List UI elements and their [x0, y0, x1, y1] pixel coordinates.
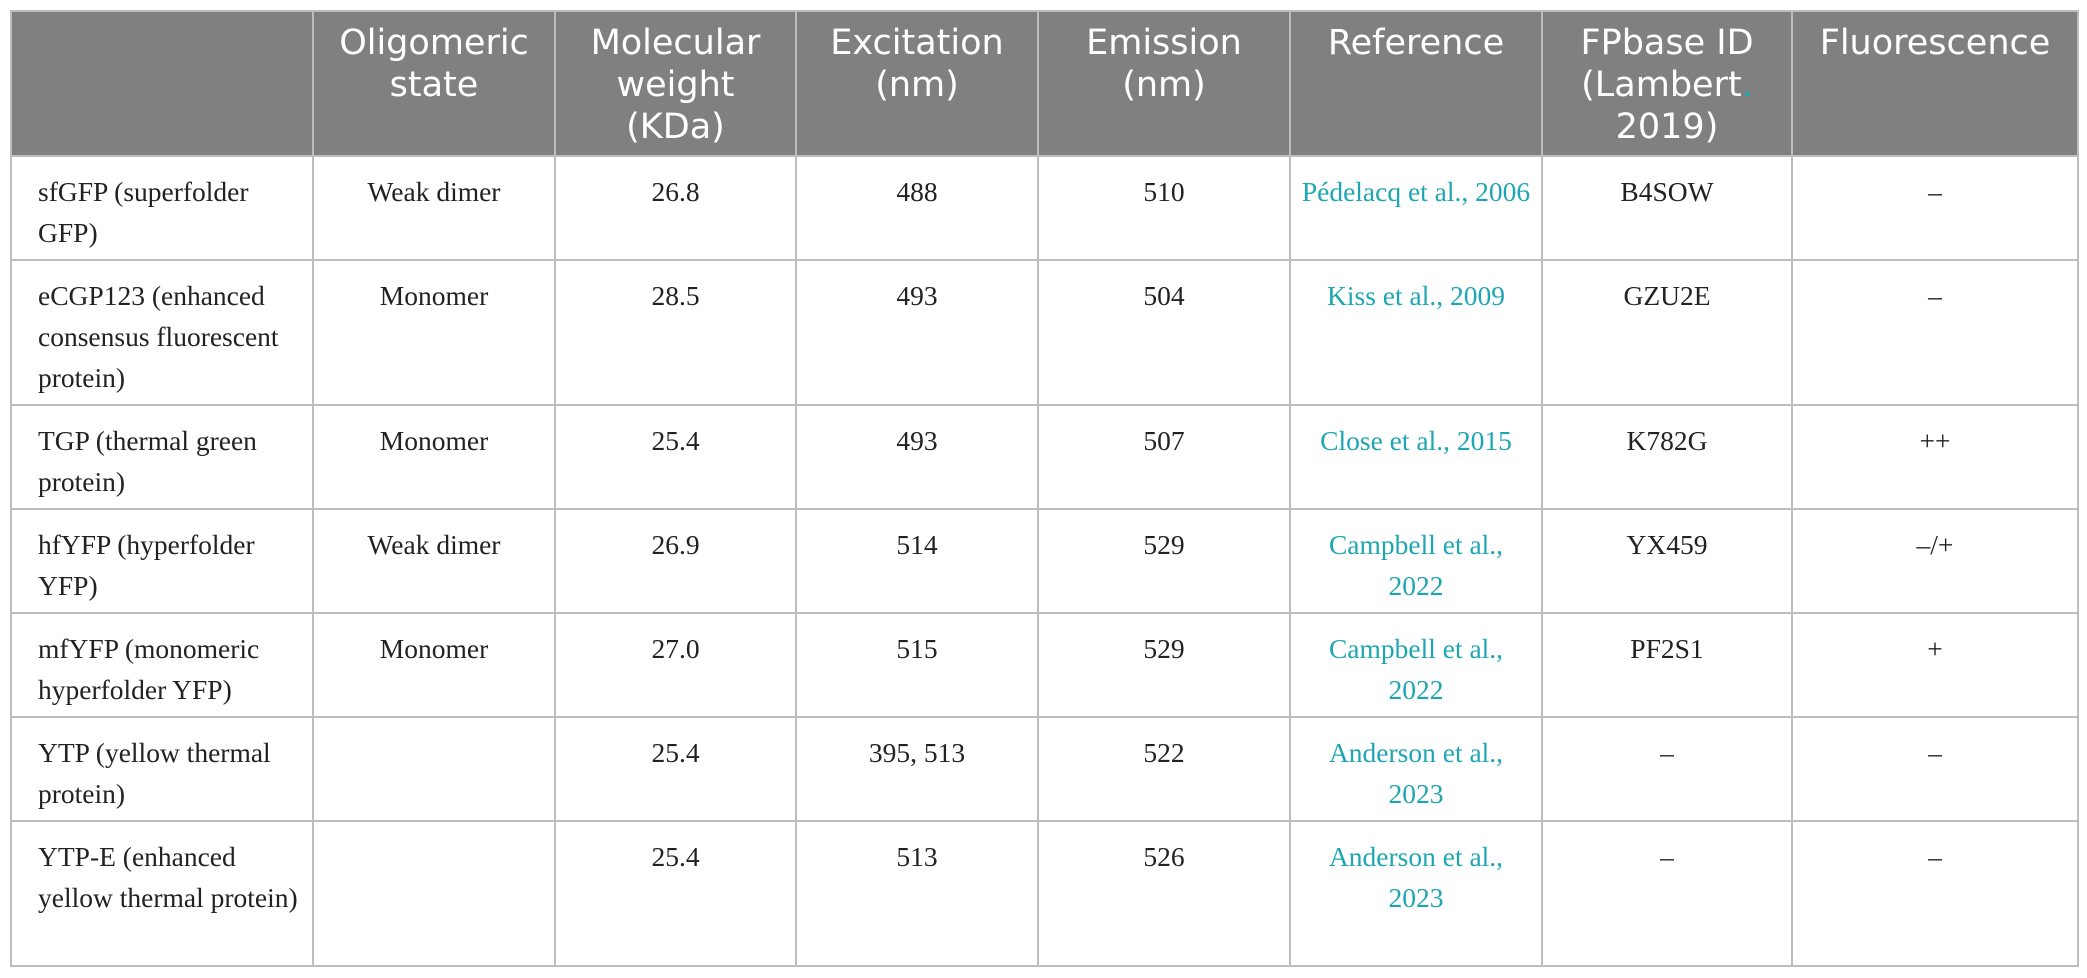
cell-oligomeric-state: Monomer [312, 259, 556, 406]
cell-fluorescence: ++ [1791, 404, 2079, 510]
cell-emission: 526 [1037, 820, 1291, 967]
header-fpbase-dot: . [1741, 65, 1753, 105]
cell-protein-name: YTP-E (enhanced yellow thermal protein) [10, 820, 314, 967]
header-row: Oligomeric state Molecular weight (KDa) … [10, 10, 2079, 157]
cell-molecular-weight: 25.4 [554, 820, 797, 967]
header-emission: Emission (nm) [1037, 10, 1291, 157]
header-fluorescence: Fluorescence [1791, 10, 2079, 157]
cell-fluorescence: –/+ [1791, 508, 2079, 614]
cell-molecular-weight: 26.9 [554, 508, 797, 614]
cell-molecular-weight: 27.0 [554, 612, 797, 718]
cell-emission: 510 [1037, 155, 1291, 261]
header-fpbase-year: 2019) [1615, 107, 1719, 147]
cell-excitation: 515 [795, 612, 1039, 718]
table-row: mfYFP (monomeric hyperfolder YFP) Monomer… [10, 612, 2079, 718]
header-molecular-weight: Molecular weight (KDa) [554, 10, 797, 157]
cell-fluorescence: – [1791, 716, 2079, 822]
cell-fpbase-id: YX459 [1541, 508, 1793, 614]
table-row: YTP-E (enhanced yellow thermal protein) 2… [10, 820, 2079, 967]
cell-excitation: 493 [795, 404, 1039, 510]
cell-fluorescence: – [1791, 155, 2079, 261]
header-fpbase-id: FPbase ID (Lambert. 2019) [1541, 10, 1793, 157]
cell-protein-name: eCGP123 (enhanced consensus fluorescent … [10, 259, 314, 406]
cell-emission: 529 [1037, 612, 1291, 718]
cell-reference-link[interactable]: Pédelacq et al., 2006 [1289, 155, 1543, 261]
cell-excitation: 395, 513 [795, 716, 1039, 822]
cell-excitation: 493 [795, 259, 1039, 406]
cell-fpbase-id: – [1541, 820, 1793, 967]
cell-excitation: 514 [795, 508, 1039, 614]
cell-fluorescence: – [1791, 820, 2079, 967]
cell-emission: 529 [1037, 508, 1291, 614]
header-name [10, 10, 314, 157]
cell-oligomeric-state: Monomer [312, 404, 556, 510]
cell-fpbase-id: – [1541, 716, 1793, 822]
cell-fpbase-id: PF2S1 [1541, 612, 1793, 718]
cell-fluorescence: – [1791, 259, 2079, 406]
cell-reference-link[interactable]: Kiss et al., 2009 [1289, 259, 1543, 406]
cell-oligomeric-state: Weak dimer [312, 155, 556, 261]
cell-fpbase-id: K782G [1541, 404, 1793, 510]
header-reference: Reference [1289, 10, 1543, 157]
cell-oligomeric-state [312, 820, 556, 967]
cell-oligomeric-state [312, 716, 556, 822]
cell-molecular-weight: 25.4 [554, 716, 797, 822]
cell-oligomeric-state: Weak dimer [312, 508, 556, 614]
cell-emission: 522 [1037, 716, 1291, 822]
table-row: eCGP123 (enhanced consensus fluorescent … [10, 259, 2079, 406]
cell-protein-name: mfYFP (monomeric hyperfolder YFP) [10, 612, 314, 718]
cell-fpbase-id: B4SOW [1541, 155, 1793, 261]
header-excitation: Excitation (nm) [795, 10, 1039, 157]
table-row: hfYFP (hyperfolder YFP) Weak dimer 26.9 514… [10, 508, 2079, 614]
fluorescent-protein-table: Oligomeric state Molecular weight (KDa) … [10, 10, 2079, 967]
cell-reference-link[interactable]: Anderson et al., 2023 [1289, 716, 1543, 822]
cell-protein-name: TGP (thermal green protein) [10, 404, 314, 510]
table-row: TGP (thermal green protein) Monomer 25.4 49… [10, 404, 2079, 510]
cell-protein-name: YTP (yellow thermal protein) [10, 716, 314, 822]
table-row: sfGFP (superfolder GFP) Weak dimer 26.8 488… [10, 155, 2079, 261]
cell-molecular-weight: 28.5 [554, 259, 797, 406]
cell-reference-link[interactable]: Close et al., 2015 [1289, 404, 1543, 510]
cell-reference-link[interactable]: Campbell et al., 2022 [1289, 508, 1543, 614]
cell-excitation: 513 [795, 820, 1039, 967]
cell-protein-name: sfGFP (superfolder GFP) [10, 155, 314, 261]
cell-molecular-weight: 26.8 [554, 155, 797, 261]
cell-oligomeric-state: Monomer [312, 612, 556, 718]
cell-fluorescence: + [1791, 612, 2079, 718]
header-oligomeric-state: Oligomeric state [312, 10, 556, 157]
header-fpbase-label: FPbase ID (Lambert [1580, 23, 1754, 105]
cell-molecular-weight: 25.4 [554, 404, 797, 510]
cell-emission: 507 [1037, 404, 1291, 510]
table-row: YTP (yellow thermal protein) 25.4 395, 513… [10, 716, 2079, 822]
cell-emission: 504 [1037, 259, 1291, 406]
cell-reference-link[interactable]: Campbell et al., 2022 [1289, 612, 1543, 718]
cell-protein-name: hfYFP (hyperfolder YFP) [10, 508, 314, 614]
cell-reference-link[interactable]: Anderson et al., 2023 [1289, 820, 1543, 967]
cell-excitation: 488 [795, 155, 1039, 261]
protein-table-container: Oligomeric state Molecular weight (KDa) … [10, 10, 2079, 967]
cell-fpbase-id: GZU2E [1541, 259, 1793, 406]
